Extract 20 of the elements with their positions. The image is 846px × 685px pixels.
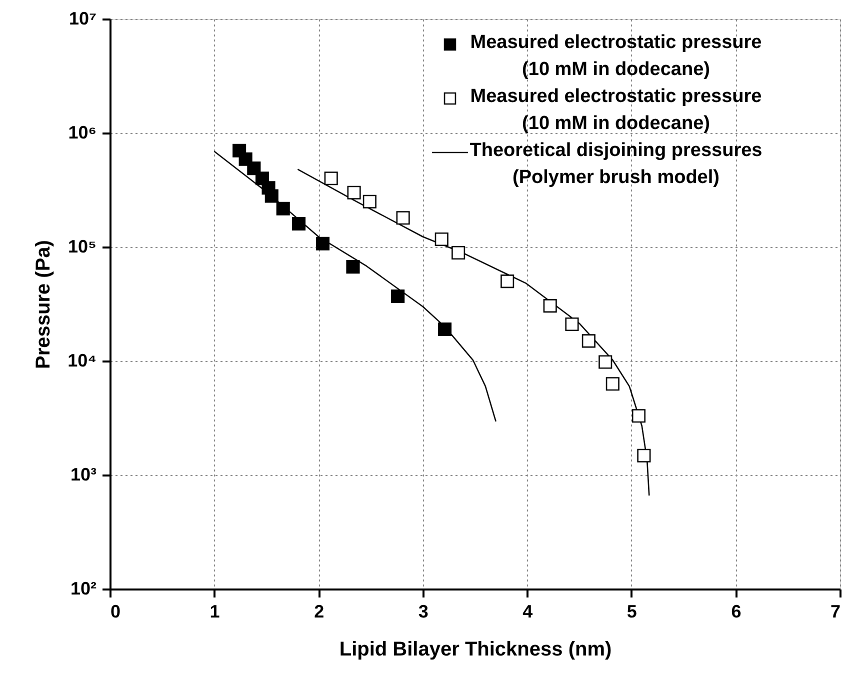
y-tick-label: 10⁶ [68,122,96,142]
x-tick-label: 6 [731,602,742,622]
x-tick-label: 4 [522,602,533,622]
x-tick-label: 5 [626,602,637,622]
x-tick-label: 2 [314,602,324,622]
x-tick-label: 7 [830,602,840,622]
y-tick-label: 10² [70,578,97,598]
y-tick-label: 10³ [70,464,97,484]
y-tick-label: 10⁷ [69,8,96,28]
y-axis-title: Pressure (Pa) [32,240,55,369]
x-tick-label: 3 [418,602,428,622]
x-tick-label: 0 [110,602,121,622]
line-series [297,168,650,496]
legend-label: Theoretical disjoining pressures (Polymer brush model) [470,140,762,188]
y-tick-label: 10⁵ [68,236,96,256]
y-tick-label: 10⁴ [68,350,96,370]
legend-label: Measured electrostatic pressure (10 mM in dodecane) [470,86,762,134]
legend-label: Measured electrostatic pressure (10 mM in dodecane) [470,32,762,80]
x-tick-label: 1 [210,602,220,622]
x-axis-title: Lipid Bilayer Thickness (nm) [339,638,612,660]
